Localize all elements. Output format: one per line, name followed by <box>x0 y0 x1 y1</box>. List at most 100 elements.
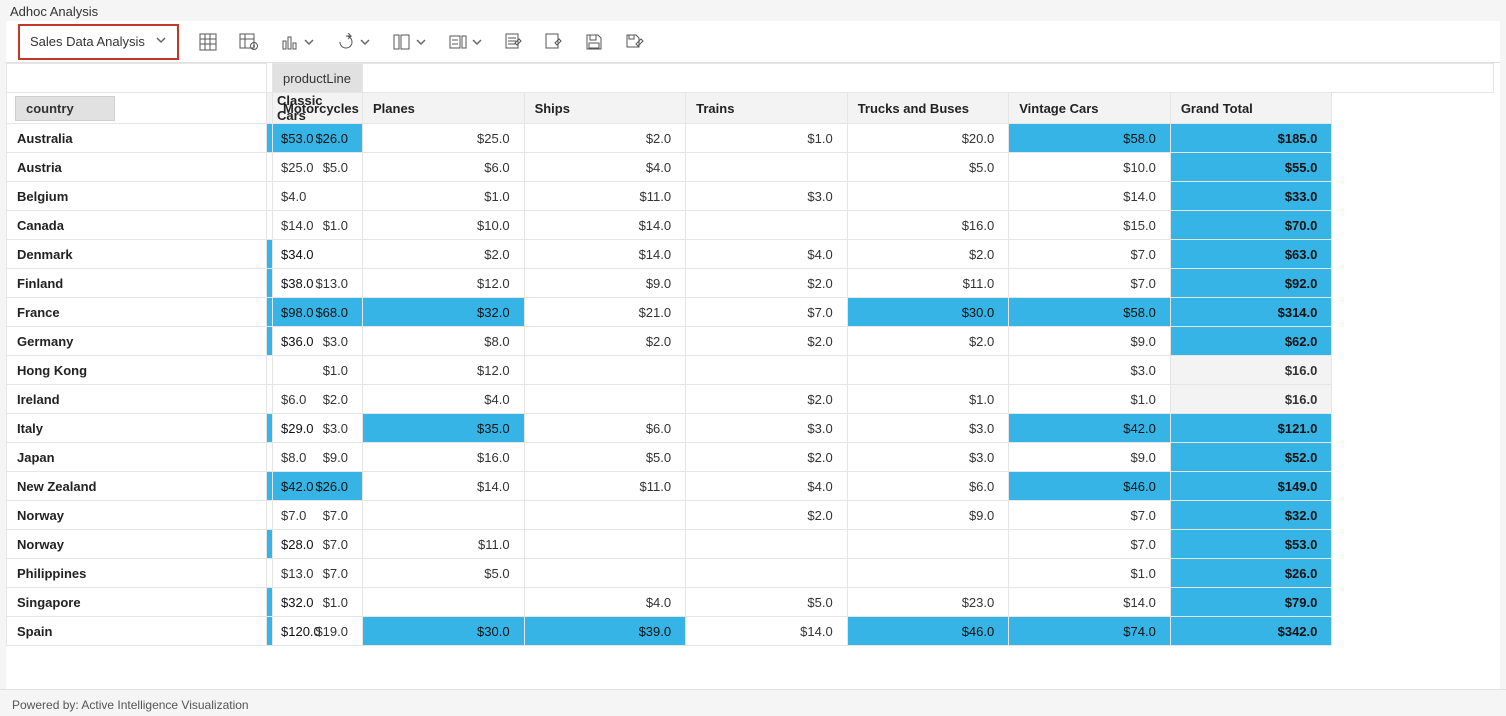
row-label[interactable]: Italy <box>7 414 267 443</box>
row-label[interactable]: Spain <box>7 617 267 646</box>
table-cell[interactable]: $9.0 <box>847 501 1009 530</box>
column-field-label[interactable]: productLine <box>273 64 363 93</box>
table-cell[interactable]: $74.0 <box>1009 617 1171 646</box>
report-selector-dropdown[interactable]: Sales Data Analysis <box>18 24 179 60</box>
table-cell[interactable]: $2.0 <box>686 269 848 298</box>
row-total-cell[interactable]: $342.0 <box>1170 617 1332 646</box>
table-cell[interactable]: $2.0 <box>686 443 848 472</box>
row-field-label[interactable]: country <box>15 96 115 121</box>
table-cell[interactable]: $58.0 <box>1009 298 1171 327</box>
row-label[interactable]: Canada <box>7 211 267 240</box>
table-cell[interactable]: $12.0 <box>363 269 525 298</box>
row-total-cell[interactable]: $314.0 <box>1170 298 1332 327</box>
row-total-cell[interactable]: $52.0 <box>1170 443 1332 472</box>
table-cell[interactable]: $14.0 <box>686 617 848 646</box>
annotate-button[interactable] <box>545 33 563 51</box>
table-cell[interactable]: $7.0 <box>1009 240 1171 269</box>
row-label[interactable]: Austria <box>7 153 267 182</box>
table-cell[interactable]: $8.0 <box>363 327 525 356</box>
row-label[interactable]: Japan <box>7 443 267 472</box>
table-cell[interactable]: $32.0 <box>363 298 525 327</box>
table-cell[interactable]: $58.0 <box>1009 124 1171 153</box>
column-header[interactable]: Ships <box>524 93 686 124</box>
table-cell[interactable]: $16.0 <box>847 211 1009 240</box>
table-cell[interactable]: $20.0 <box>847 124 1009 153</box>
table-cell[interactable]: $4.0 <box>524 153 686 182</box>
table-cell[interactable]: $9.0 <box>1009 443 1171 472</box>
table-cell[interactable]: $2.0 <box>686 327 848 356</box>
table-cell[interactable]: $2.0 <box>524 124 686 153</box>
table-cell[interactable]: $4.0 <box>686 472 848 501</box>
table-cell[interactable]: $11.0 <box>847 269 1009 298</box>
row-total-cell[interactable]: $53.0 <box>1170 530 1332 559</box>
grand-total-header[interactable]: Grand Total <box>1170 93 1332 124</box>
table-cell[interactable]: $30.0 <box>363 617 525 646</box>
table-cell[interactable]: $14.0 <box>1009 182 1171 211</box>
table-cell[interactable] <box>847 182 1009 211</box>
table-cell[interactable]: $5.0 <box>363 559 525 588</box>
table-cell[interactable]: $4.0 <box>363 385 525 414</box>
row-label[interactable]: France <box>7 298 267 327</box>
table-cell[interactable]: $30.0 <box>847 298 1009 327</box>
table-cell[interactable]: $3.0 <box>847 414 1009 443</box>
row-label[interactable]: Germany <box>7 327 267 356</box>
table-cell[interactable]: $10.0 <box>363 211 525 240</box>
table-cell[interactable]: $1.0 <box>363 182 525 211</box>
table-cell[interactable]: $7.0 <box>1009 530 1171 559</box>
table-cell[interactable]: $39.0 <box>524 617 686 646</box>
table-cell[interactable] <box>524 501 686 530</box>
table-cell[interactable]: $21.0 <box>524 298 686 327</box>
table-cell[interactable]: $5.0 <box>524 443 686 472</box>
table-cell[interactable]: $15.0 <box>1009 211 1171 240</box>
grid-settings-button[interactable] <box>239 33 259 51</box>
table-cell[interactable]: $25.0 <box>363 124 525 153</box>
column-header[interactable]: Trains <box>686 93 848 124</box>
table-cell[interactable]: $7.0 <box>1009 269 1171 298</box>
table-cell[interactable]: $16.0 <box>363 443 525 472</box>
row-total-cell[interactable]: $92.0 <box>1170 269 1332 298</box>
table-cell[interactable] <box>524 559 686 588</box>
table-cell[interactable]: $6.0 <box>847 472 1009 501</box>
table-cell[interactable] <box>847 356 1009 385</box>
row-total-cell[interactable]: $16.0 <box>1170 385 1332 414</box>
table-cell[interactable]: $7.0 <box>1009 501 1171 530</box>
table-cell[interactable]: $1.0 <box>1009 559 1171 588</box>
table-cell[interactable] <box>686 530 848 559</box>
table-cell[interactable] <box>686 559 848 588</box>
row-total-cell[interactable]: $70.0 <box>1170 211 1332 240</box>
chart-type-dropdown[interactable] <box>281 33 315 51</box>
table-cell[interactable]: $46.0 <box>847 617 1009 646</box>
save-button[interactable] <box>585 33 603 51</box>
table-cell[interactable]: $9.0 <box>524 269 686 298</box>
table-cell[interactable]: $46.0 <box>1009 472 1171 501</box>
table-cell[interactable]: $3.0 <box>686 414 848 443</box>
table-cell[interactable] <box>686 356 848 385</box>
table-cell[interactable]: $23.0 <box>847 588 1009 617</box>
row-total-cell[interactable]: $149.0 <box>1170 472 1332 501</box>
row-label[interactable]: Belgium <box>7 182 267 211</box>
table-cell[interactable]: $11.0 <box>524 472 686 501</box>
table-cell[interactable]: $1.0 <box>847 385 1009 414</box>
format-dropdown[interactable] <box>449 33 483 51</box>
row-label[interactable]: Finland <box>7 269 267 298</box>
row-label[interactable]: Hong Kong <box>7 356 267 385</box>
row-total-cell[interactable]: $26.0 <box>1170 559 1332 588</box>
calc-edit-button[interactable] <box>505 33 523 51</box>
table-cell[interactable]: $14.0 <box>1009 588 1171 617</box>
row-total-cell[interactable]: $32.0 <box>1170 501 1332 530</box>
layout-dropdown[interactable] <box>393 33 427 51</box>
table-cell[interactable]: $35.0 <box>363 414 525 443</box>
table-cell[interactable] <box>363 501 525 530</box>
row-total-cell[interactable]: $33.0 <box>1170 182 1332 211</box>
table-cell[interactable] <box>847 559 1009 588</box>
table-cell[interactable] <box>847 530 1009 559</box>
table-cell[interactable]: $3.0 <box>847 443 1009 472</box>
table-cell[interactable] <box>524 385 686 414</box>
table-cell[interactable]: $3.0 <box>686 182 848 211</box>
table-cell[interactable]: $3.0 <box>1009 356 1171 385</box>
table-cell[interactable]: $1.0 <box>273 356 363 385</box>
row-label[interactable]: Philippines <box>7 559 267 588</box>
row-total-cell[interactable]: $79.0 <box>1170 588 1332 617</box>
table-cell[interactable]: $1.0 <box>1009 385 1171 414</box>
table-cell[interactable]: $9.0 <box>1009 327 1171 356</box>
